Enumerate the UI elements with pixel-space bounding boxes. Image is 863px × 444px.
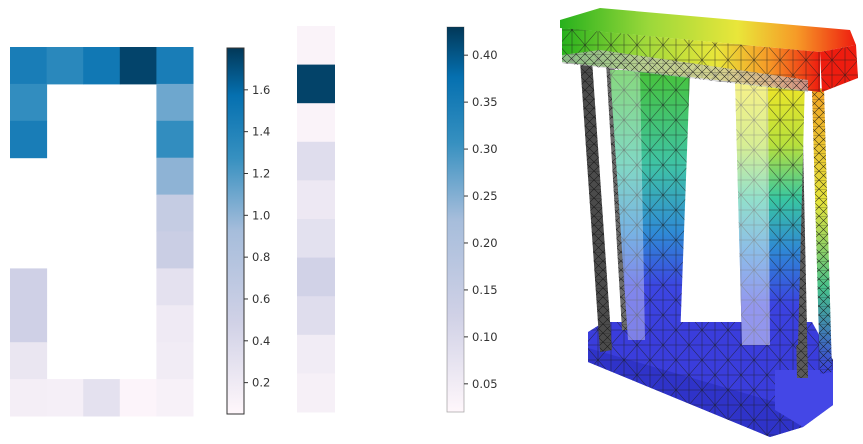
heatmap-cell xyxy=(297,103,335,143)
heatmap-cell xyxy=(297,257,335,297)
colorbar-1-tick-label: 0.4 xyxy=(252,334,270,348)
colorbar-2-tick-label: 0.30 xyxy=(472,142,498,156)
heatmap-cell xyxy=(297,64,335,104)
colorbar-1-gradient xyxy=(226,47,245,415)
colorbar-1: 0.2 0.4 0.6 0.8 1.0 1.2 1.4 1.6 xyxy=(226,47,270,415)
colorbar-2-tick-label: 0.40 xyxy=(472,48,498,62)
heatmap-cell xyxy=(156,342,194,380)
heatmap-cell xyxy=(156,379,194,417)
heatmap-cell xyxy=(83,47,121,85)
heatmap-cell xyxy=(46,47,84,85)
heatmap-cell xyxy=(156,83,194,122)
colorbar-1-tick-label: 1.6 xyxy=(252,83,270,97)
heatmap-cell xyxy=(156,194,194,232)
colorbar-2-tick-label: 0.25 xyxy=(472,189,498,203)
colorbar-1-tick-label: 0.6 xyxy=(252,292,270,306)
colorbar-1-tick-label: 1.4 xyxy=(252,125,270,139)
heatmap-cell xyxy=(10,342,48,380)
fea-base-flange xyxy=(775,370,833,427)
colorbar-1-tick-label: 0.8 xyxy=(252,250,270,264)
heatmap-cell xyxy=(10,305,48,343)
heatmap-cell xyxy=(297,26,335,66)
colorbar-2-tick-label: 0.15 xyxy=(472,283,498,297)
heatmap-cell xyxy=(10,120,48,159)
colorbar-2-tick-label: 0.10 xyxy=(472,330,498,344)
heatmap-cell xyxy=(297,219,335,259)
heatmap-u-shape xyxy=(10,47,194,417)
fea-mesh-deformation-render xyxy=(560,8,858,437)
heatmap-cell xyxy=(10,268,48,306)
heatmap-cell xyxy=(297,296,335,336)
colorbar-2-tick-label: 0.20 xyxy=(472,236,498,250)
heatmap-cell xyxy=(297,141,335,181)
colorbar-2-ticks: 0.05 0.10 0.15 0.20 0.25 0.30 0.35 0.40 xyxy=(464,48,498,391)
heatmap-cell xyxy=(297,334,335,374)
heatmap-single-column xyxy=(297,26,335,413)
colorbar-1-tick-label: 1.0 xyxy=(252,208,270,222)
fea-top-beam-top xyxy=(560,8,856,52)
heatmap-cell xyxy=(119,47,157,85)
heatmap-cell xyxy=(83,379,121,417)
colorbar-2-tick-label: 0.05 xyxy=(472,377,498,391)
colorbar-2-tick-label: 0.35 xyxy=(472,95,498,109)
fea-base-plate-mesh xyxy=(588,322,833,437)
colorbar-2-gradient xyxy=(446,26,465,413)
heatmap-cell xyxy=(46,379,84,417)
heatmap-cell xyxy=(156,231,194,269)
heatmap-cell xyxy=(119,379,157,417)
heatmap-cell xyxy=(10,379,48,417)
fea-pillar-right-shade xyxy=(735,78,770,345)
heatmap-cell xyxy=(156,47,194,85)
colorbar-1-tick-label: 0.2 xyxy=(252,376,270,390)
heatmap-cell xyxy=(297,180,335,220)
heatmap-cell xyxy=(156,305,194,343)
colorbar-2: 0.05 0.10 0.15 0.20 0.25 0.30 0.35 0.40 xyxy=(446,26,498,413)
heatmap-cell xyxy=(156,268,194,306)
colorbar-1-tick-label: 1.2 xyxy=(252,166,270,180)
heatmap-cell xyxy=(156,157,194,196)
heatmap-cell xyxy=(10,47,48,85)
fea-pillar-left-shade xyxy=(610,70,645,340)
heatmap-cell xyxy=(10,83,48,122)
heatmap-cell xyxy=(156,120,194,159)
colorbar-1-ticks: 0.2 0.4 0.6 0.8 1.0 1.2 1.4 1.6 xyxy=(244,83,270,390)
heatmap-cell xyxy=(297,373,335,413)
